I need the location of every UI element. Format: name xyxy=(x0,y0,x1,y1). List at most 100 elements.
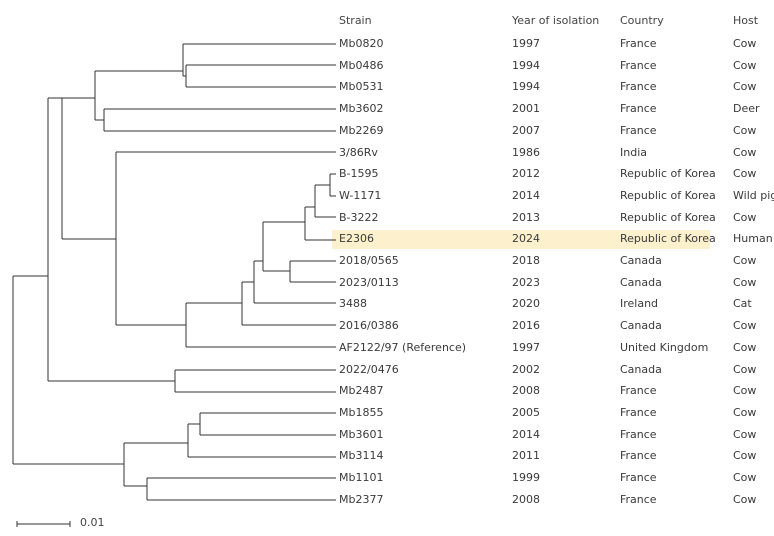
country: Canada xyxy=(620,254,662,267)
country: France xyxy=(620,58,657,72)
country: Canada xyxy=(620,362,662,376)
highlight-row-background xyxy=(332,229,710,249)
year-of-isolation: 2011 xyxy=(512,449,540,463)
year-of-isolation: 2014 xyxy=(512,427,540,441)
host: Cow xyxy=(733,37,757,50)
year-of-isolation: 2014 xyxy=(512,188,540,202)
host: Deer xyxy=(733,102,760,116)
year-of-isolation: 2008 xyxy=(512,384,540,398)
host: Cow xyxy=(733,275,757,289)
tree-branch xyxy=(187,423,336,458)
strain-name: Mb2377 xyxy=(339,492,384,506)
year-of-isolation: 2001 xyxy=(512,102,540,116)
year-of-isolation: 2024 xyxy=(512,232,540,246)
strain-name: 2023/0113 xyxy=(339,275,399,289)
strain-name: 3488 xyxy=(339,297,367,311)
strain-name: Mb3601 xyxy=(339,427,384,441)
country: Republic of Korea xyxy=(620,232,716,246)
tree-branch xyxy=(253,260,336,304)
tree-branch xyxy=(199,412,336,436)
country: France xyxy=(620,80,657,94)
host: Cow xyxy=(733,80,757,94)
strain-name: W-1171 xyxy=(339,188,382,202)
strain-name: Mb1101 xyxy=(339,471,384,484)
host: Cow xyxy=(733,210,757,224)
tree-branch xyxy=(329,173,336,197)
strain-name: Mb2487 xyxy=(339,384,384,398)
strain-name: Mb0486 xyxy=(339,58,384,72)
tree-branch xyxy=(314,184,336,218)
country: United Kingdom xyxy=(620,340,709,354)
host: Cow xyxy=(733,340,757,354)
host: Cow xyxy=(733,384,757,398)
tree-branch xyxy=(262,221,305,272)
country: France xyxy=(620,471,657,484)
country: Canada xyxy=(620,275,662,289)
country: Ireland xyxy=(620,297,659,311)
country: France xyxy=(620,37,657,50)
country: Canada xyxy=(620,319,662,333)
tree-branch xyxy=(61,97,116,240)
host: Cow xyxy=(733,492,757,506)
tree-branch xyxy=(123,442,188,487)
year-of-isolation: 2002 xyxy=(512,362,540,376)
scale-bar-label: 0.01 xyxy=(80,516,105,529)
year-of-isolation: 2008 xyxy=(512,492,540,506)
year-of-isolation: 1999 xyxy=(512,471,540,484)
header-strain: Strain xyxy=(339,14,372,27)
country: France xyxy=(620,427,657,441)
host: Cow xyxy=(733,58,757,72)
year-of-isolation: 2020 xyxy=(512,297,540,311)
year-of-isolation: 1986 xyxy=(512,145,540,159)
tree-branch xyxy=(47,97,175,382)
strain-name: 2022/0476 xyxy=(339,362,399,376)
header-year: Year of isolation xyxy=(512,14,600,27)
tree-branch xyxy=(103,108,336,132)
year-of-isolation: 2016 xyxy=(512,319,540,333)
tree-branch xyxy=(185,302,336,348)
country: Republic of Korea xyxy=(620,210,716,224)
strain-name: 2016/0386 xyxy=(339,319,399,333)
strain-name: E2306 xyxy=(339,232,374,246)
year-of-isolation: 2018 xyxy=(512,254,540,267)
header-host: Host xyxy=(733,14,759,27)
strain-name: B-1595 xyxy=(339,167,379,181)
host: Human xyxy=(733,232,773,246)
year-of-isolation: 2005 xyxy=(512,405,540,419)
year-of-isolation: 2013 xyxy=(512,210,540,224)
tree-branch xyxy=(115,151,336,326)
strain-name: Mb3602 xyxy=(339,102,384,116)
tree-branch xyxy=(182,43,336,77)
host: Cow xyxy=(733,167,757,181)
strain-name: Mb3114 xyxy=(339,449,384,463)
host: Cow xyxy=(733,405,757,419)
header-country: Country xyxy=(620,14,664,27)
tree-branch xyxy=(289,260,336,283)
strain-name: Mb1855 xyxy=(339,405,384,419)
host: Cow xyxy=(733,123,757,137)
strain-name: Mb0531 xyxy=(339,80,384,94)
host: Cow xyxy=(733,145,757,159)
host: Cow xyxy=(733,362,757,376)
tree-branch xyxy=(304,206,336,241)
strain-name: B-3222 xyxy=(339,210,379,224)
country: France xyxy=(620,405,657,419)
country: France xyxy=(620,123,657,137)
country: France xyxy=(620,102,657,116)
year-of-isolation: 1994 xyxy=(512,80,540,94)
country: France xyxy=(620,449,657,463)
country: Republic of Korea xyxy=(620,188,716,202)
scale-bar xyxy=(16,521,71,527)
year-of-isolation: 1997 xyxy=(512,340,540,354)
year-of-isolation: 1997 xyxy=(512,37,540,50)
tree-branch xyxy=(13,275,124,465)
strain-name: Mb0820 xyxy=(339,37,384,50)
host: Cow xyxy=(733,471,757,484)
country: France xyxy=(620,384,657,398)
host: Cow xyxy=(733,427,757,441)
year-of-isolation: 2023 xyxy=(512,275,540,289)
tree-branch xyxy=(241,281,336,326)
year-of-isolation: 1994 xyxy=(512,58,540,72)
country: France xyxy=(620,492,657,506)
